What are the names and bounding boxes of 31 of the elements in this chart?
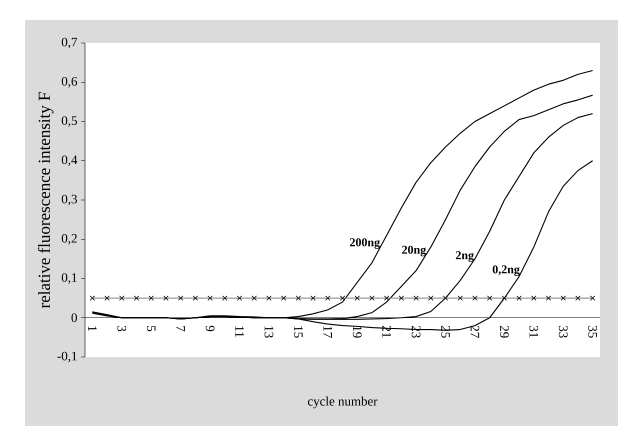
x-tick-label: 7: [176, 326, 185, 332]
x-tick-label: 21: [382, 326, 391, 338]
y-tick-label: 0,5: [62, 116, 77, 127]
y-tick-label: 0,6: [62, 76, 78, 88]
x-tick-label: 9: [206, 326, 214, 332]
x-tick-label: 29: [500, 326, 509, 338]
x-tick-label: 15: [294, 326, 303, 338]
series-label: 0,2ng: [492, 265, 520, 276]
y-tick-label: 0,3: [62, 194, 77, 206]
series-label: 20ng: [402, 246, 426, 256]
x-axis-title: cycle number: [308, 396, 378, 408]
x-tick-label: 27: [470, 326, 480, 338]
x-tick-label: 5: [146, 326, 156, 332]
y-tick-label: 0,4: [62, 155, 78, 166]
x-tick-label: 1: [88, 326, 97, 331]
series-label: 2ng: [456, 251, 474, 262]
x-tick-label: 31: [529, 326, 538, 338]
x-tick-label: 33: [558, 326, 568, 338]
x-tick-label: 35: [588, 326, 598, 338]
y-tick-label: -0,1: [57, 352, 77, 362]
y-tick-label: 0,7: [62, 38, 78, 48]
y-tick-label: 0: [72, 313, 77, 322]
y-tick-label: 0,2: [62, 234, 77, 245]
x-tick-label: 3: [117, 326, 126, 332]
y-axis-title: relative fluorescence intensity F: [38, 92, 54, 308]
x-tick-label: 19: [352, 326, 362, 338]
y-tick-label: 0,1: [62, 273, 77, 284]
x-tick-label: 13: [264, 326, 274, 338]
series-label: 200ng: [350, 238, 380, 249]
x-tick-label: 11: [235, 326, 244, 337]
x-tick-label: 17: [324, 326, 332, 338]
